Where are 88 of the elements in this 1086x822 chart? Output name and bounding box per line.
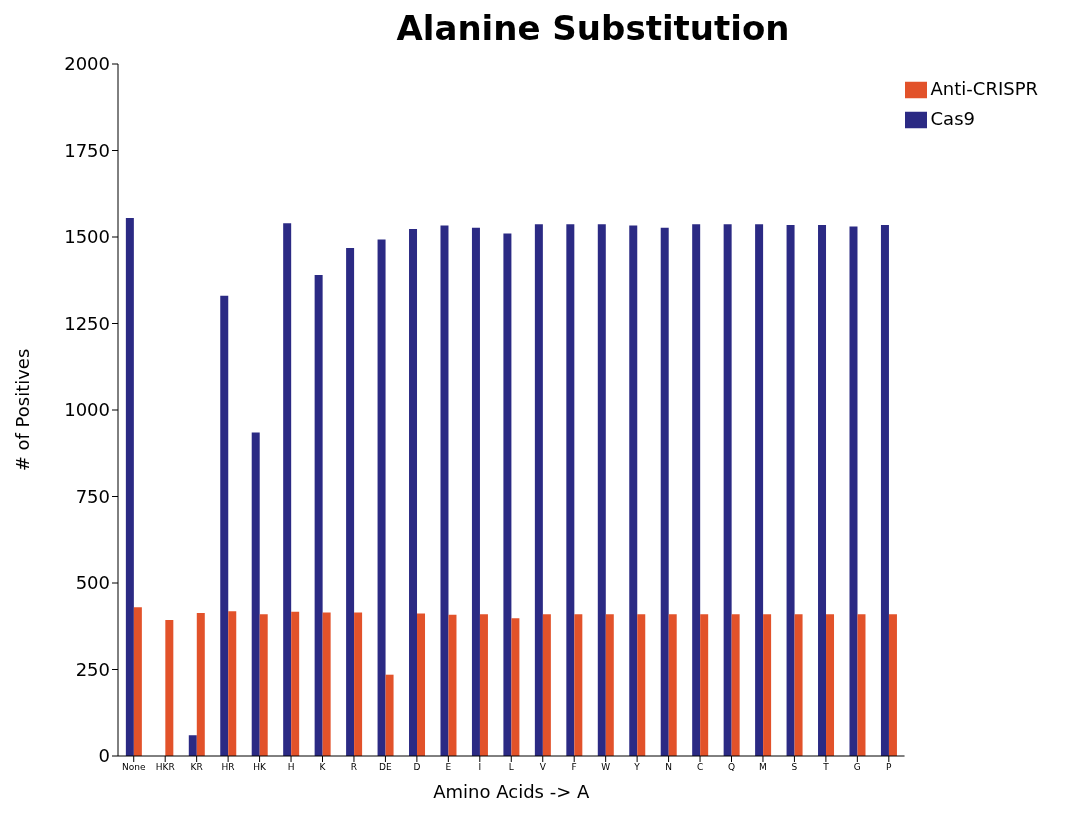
x-tick-label: HR xyxy=(221,762,235,773)
y-axis-title: # of Positives xyxy=(12,348,34,472)
y-tick-label: 750 xyxy=(75,485,110,507)
bar xyxy=(196,613,205,756)
x-axis-title: Amino Acids -> A xyxy=(433,781,590,802)
bar xyxy=(228,611,237,756)
bar xyxy=(763,614,772,756)
x-tick-label: F xyxy=(571,762,577,773)
bar xyxy=(692,224,701,756)
bar xyxy=(511,618,520,756)
bar xyxy=(417,613,426,756)
legend-label: Cas9 xyxy=(930,108,975,129)
x-tick-label: HKR xyxy=(155,762,175,773)
bar xyxy=(629,225,638,756)
bar xyxy=(314,275,323,756)
bar xyxy=(291,611,300,756)
x-tick-label: HK xyxy=(253,762,268,773)
x-tick-label: M xyxy=(759,762,767,773)
bar xyxy=(849,226,858,756)
bar xyxy=(479,614,488,756)
y-tick-label: 250 xyxy=(75,658,110,680)
y-tick-label: 0 xyxy=(98,745,110,767)
x-tick-label: D xyxy=(413,762,421,773)
x-tick-label: None xyxy=(121,762,146,773)
x-tick-label: E xyxy=(445,762,452,773)
bar xyxy=(880,224,889,756)
x-tick-label: T xyxy=(822,762,830,773)
bar xyxy=(346,248,355,756)
x-tick-label: Q xyxy=(727,762,736,773)
bar xyxy=(220,295,229,756)
x-tick-label: G xyxy=(853,762,861,773)
bar xyxy=(668,614,677,756)
x-tick-label: I xyxy=(478,762,482,773)
bar xyxy=(471,227,480,756)
bar xyxy=(542,614,551,756)
bar xyxy=(259,614,268,756)
bar xyxy=(794,614,803,756)
y-tick-label: 1000 xyxy=(64,399,110,421)
bar xyxy=(251,432,260,756)
bar xyxy=(440,225,449,756)
x-tick-label: V xyxy=(539,762,547,773)
x-tick-label: Y xyxy=(633,762,641,773)
x-tick-label: W xyxy=(601,762,611,773)
y-tick-label: 500 xyxy=(75,572,110,594)
x-tick-label: R xyxy=(350,762,358,773)
y-tick-label: 1750 xyxy=(64,139,110,161)
bar xyxy=(283,223,292,756)
bar xyxy=(700,614,709,756)
x-tick-label: KR xyxy=(190,762,203,773)
bar xyxy=(377,239,386,756)
bar xyxy=(660,227,669,756)
chart-title: Alanine Substitution xyxy=(396,8,790,48)
bar xyxy=(188,735,197,756)
bar xyxy=(165,620,174,756)
bar xyxy=(605,614,614,756)
bar xyxy=(786,224,795,756)
x-tick-label: S xyxy=(791,762,798,773)
bar xyxy=(731,614,740,756)
x-tick-label: DE xyxy=(379,762,393,773)
bar xyxy=(503,233,512,756)
bar xyxy=(637,614,646,756)
y-tick-label: 1500 xyxy=(64,226,110,248)
bar xyxy=(566,224,575,756)
x-tick-label: C xyxy=(696,762,704,773)
bar xyxy=(888,614,897,756)
legend-label: Anti-CRISPR xyxy=(930,78,1038,99)
bar xyxy=(534,224,543,756)
bar xyxy=(409,229,418,756)
bar xyxy=(354,612,363,756)
x-tick-label: H xyxy=(287,762,295,773)
bar xyxy=(133,607,142,756)
bar xyxy=(125,217,134,756)
x-tick-label: L xyxy=(508,762,514,773)
bar xyxy=(448,614,457,756)
bar xyxy=(826,614,835,756)
x-tick-label: N xyxy=(665,762,672,773)
y-tick-label: 2000 xyxy=(64,53,110,75)
bar xyxy=(755,224,764,756)
bar xyxy=(322,612,331,756)
bar xyxy=(857,614,866,756)
x-tick-label: P xyxy=(886,762,893,773)
bar xyxy=(385,674,394,756)
bar xyxy=(818,224,827,756)
bar xyxy=(574,614,583,756)
y-tick-label: 1250 xyxy=(64,312,110,334)
bar xyxy=(597,224,606,756)
bar xyxy=(723,224,732,756)
x-tick-label: K xyxy=(319,762,327,773)
